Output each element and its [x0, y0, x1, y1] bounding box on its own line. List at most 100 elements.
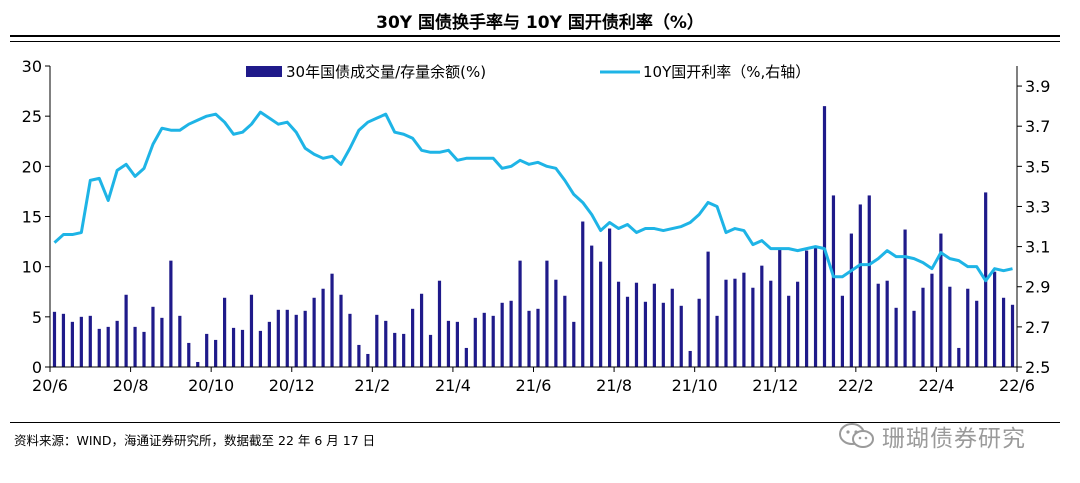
- turnover-bar: [384, 320, 388, 367]
- turnover-bar: [330, 273, 334, 367]
- legend: 30年国债成交量/存量余额(%) 10Y国开利率（%,右轴）: [246, 63, 810, 81]
- turnover-bar: [661, 302, 665, 367]
- turnover-bar: [769, 280, 773, 367]
- chart-area: 0 5 10 15 20 25 30 2.5 2.7 2.9 3.1 3.3 3.5 3.7 3.9 20/6…: [22, 57, 1051, 395]
- turnover-bar: [554, 279, 558, 367]
- turnover-bar: [169, 260, 173, 367]
- turnover-bar: [231, 327, 236, 367]
- turnover-bar: [276, 309, 280, 367]
- turnover-bar: [724, 279, 728, 367]
- turnover-bar: [993, 271, 997, 367]
- turnover-bar: [581, 221, 585, 367]
- turnover-bar: [894, 307, 898, 367]
- turnover-bar: [787, 295, 791, 367]
- turnover-bar: [688, 350, 692, 367]
- title-rule-bottom: [10, 41, 1060, 42]
- x-tick-label: 21/12: [752, 376, 798, 395]
- title-rule-top: [10, 35, 1060, 37]
- turnover-bar: [804, 250, 809, 367]
- x-tick-label: 20/8: [113, 376, 149, 395]
- watermark: 珊瑚债券研究: [838, 419, 1026, 453]
- x-tick-label: 22/6: [999, 376, 1035, 395]
- turnover-bar: [133, 326, 137, 367]
- turnover-bar: [205, 333, 209, 367]
- turnover-bar: [187, 342, 191, 367]
- turnover-bar: [115, 320, 119, 367]
- turnover-bar: [715, 315, 719, 367]
- turnover-bar: [903, 229, 907, 367]
- y-left-tick-label: 20: [22, 157, 42, 176]
- turnover-bar: [840, 295, 844, 367]
- turnover-bar: [706, 251, 710, 367]
- chart-title: 30Y 国债换手率与 10Y 国开债利率（%）: [376, 13, 704, 33]
- x-tick-label: 20/12: [269, 376, 315, 395]
- turnover-bar: [1010, 304, 1015, 367]
- turnover-bar: [402, 333, 406, 367]
- turnover-bar: [124, 294, 128, 367]
- turnover-bar: [921, 287, 925, 367]
- source-rule: [10, 422, 1060, 423]
- turnover-bar: [697, 298, 701, 367]
- turnover-bar: [1001, 297, 1006, 367]
- turnover-bar: [796, 281, 800, 367]
- turnover-bar: [608, 228, 612, 367]
- x-tick-label: 21/8: [596, 376, 632, 395]
- turnover-bar: [411, 308, 415, 367]
- y-right-tick-label: 2.5: [1025, 358, 1050, 377]
- turnover-bar: [625, 296, 630, 367]
- turnover-bar: [393, 332, 397, 367]
- x-tick-label: 21/2: [354, 376, 390, 395]
- turnover-bar: [643, 301, 648, 367]
- x-tick-label: 21/4: [435, 376, 471, 395]
- turnover-bar: [509, 300, 513, 367]
- turnover-bar: [867, 195, 871, 367]
- turnover-bar: [196, 361, 200, 367]
- turnover-bar: [930, 273, 934, 367]
- turnover-bar: [482, 312, 486, 367]
- turnover-bar: [249, 294, 254, 367]
- turnover-bar: [590, 245, 594, 367]
- turnover-bar: [527, 310, 531, 367]
- y-right-tick-label: 3.1: [1025, 238, 1050, 257]
- turnover-bar: [321, 288, 325, 367]
- turnover-bar: [518, 260, 522, 367]
- turnover-bar: [679, 305, 683, 367]
- turnover-bar: [464, 347, 468, 367]
- turnover-bar: [240, 329, 245, 367]
- turnover-bar: [160, 317, 164, 367]
- y-right-tick-label: 3.9: [1025, 77, 1050, 96]
- turnover-bar: [760, 265, 764, 367]
- turnover-bar: [849, 233, 853, 367]
- turnover-bar: [599, 261, 603, 367]
- turnover-bar: [733, 278, 737, 367]
- y-right-tick-label: 2.9: [1025, 278, 1050, 297]
- x-tick-label: 21/10: [672, 376, 718, 395]
- y-right-tick-label: 3.5: [1025, 157, 1050, 176]
- turnover-bar: [742, 272, 746, 367]
- y-left-tick-label: 10: [22, 258, 42, 277]
- turnover-bar: [446, 320, 451, 367]
- turnover-bar: [267, 321, 271, 367]
- turnover-bar: [151, 306, 155, 367]
- turnover-bar: [339, 294, 343, 367]
- turnover-bar: [876, 283, 880, 367]
- turnover-bar: [912, 310, 916, 367]
- y-right-tick-label: 2.7: [1025, 318, 1050, 337]
- turnover-bar: [294, 314, 298, 367]
- turnover-bar: [491, 315, 495, 367]
- legend-bar-swatch: [246, 66, 282, 77]
- turnover-bar: [366, 353, 370, 367]
- turnover-bar: [258, 330, 263, 367]
- turnover-bar: [545, 260, 549, 367]
- watermark-text: 珊瑚债券研究: [882, 426, 1026, 452]
- turnover-bar: [822, 106, 827, 367]
- turnover-bar: [312, 297, 316, 367]
- turnover-bar: [858, 204, 862, 367]
- turnover-bar: [52, 311, 57, 367]
- x-tick-label: 22/4: [918, 376, 954, 395]
- turnover-bar: [966, 288, 970, 367]
- x-tick-label: 22/2: [838, 376, 874, 395]
- turnover-bar: [428, 334, 433, 367]
- turnover-bar: [975, 300, 979, 367]
- y-left-tick-label: 25: [22, 107, 42, 126]
